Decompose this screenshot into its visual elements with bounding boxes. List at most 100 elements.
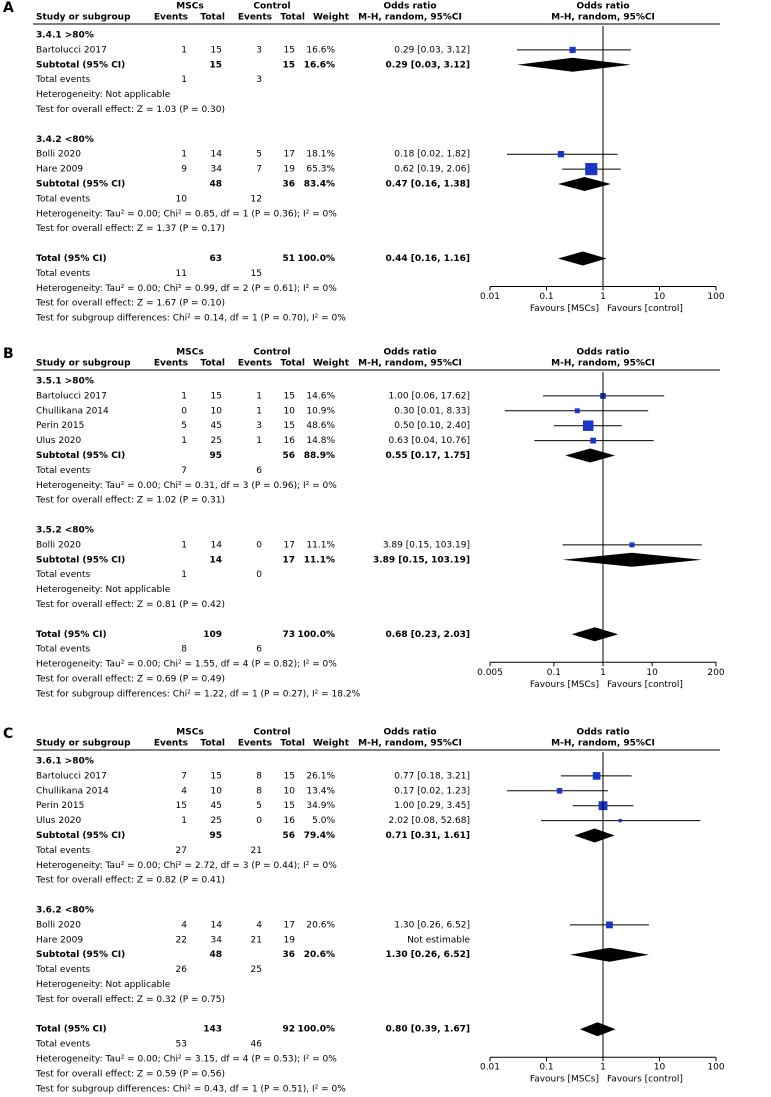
overall-effect: Test for overall effect: Z = 1.03 (P = 0…: [35, 105, 225, 115]
header: Control: [253, 2, 290, 12]
study-square: [606, 921, 613, 929]
x-tick-label: 200: [707, 668, 724, 678]
favours-right: Favours [control]: [607, 304, 683, 314]
cell: 34: [211, 935, 223, 945]
cell: 1: [256, 406, 262, 416]
cell: 34: [211, 165, 223, 175]
cell: 10: [211, 786, 223, 796]
study-square: [618, 818, 622, 823]
cell: 1: [181, 540, 187, 550]
events-label: Total events: [35, 1040, 91, 1050]
cell: 95: [209, 831, 222, 841]
x-tick-label: 100: [707, 292, 724, 302]
study-name: Bartolucci 2017: [36, 391, 107, 401]
header: Weight: [313, 739, 350, 749]
events-label: Total events: [35, 965, 91, 975]
cell: 17: [284, 540, 295, 550]
study-square: [557, 151, 565, 158]
subgroup-title: 3.6.1 >80%: [36, 757, 94, 767]
header: M-H, random, 95%CI: [358, 13, 462, 23]
header: Total: [280, 739, 305, 749]
header: Total: [200, 13, 225, 23]
heterogeneity: Heterogeneity: Tau² = 0.00; Chi² = 0.85,…: [36, 209, 337, 219]
cell: 11: [176, 269, 187, 279]
events-label: Total events: [35, 570, 91, 580]
subgroup-differences: Test for subgroup differences: Chi² = 0.…: [35, 314, 346, 324]
heterogeneity: Heterogeneity: Tau² = 0.00; Chi² = 1.55,…: [36, 660, 337, 670]
total-label: Total (95% CI): [36, 254, 107, 264]
cell: 10.9%: [306, 406, 335, 416]
header: M-H, random, 95%CI: [551, 359, 655, 369]
cell: 16: [284, 436, 296, 446]
study-name: Ulus 2020: [36, 436, 82, 446]
overall-effect: Test for overall effect: Z = 0.82 (P = 0…: [35, 876, 225, 886]
heterogeneity: Heterogeneity: Tau² = 0.00; Chi² = 3.15,…: [36, 1055, 337, 1065]
pooled-diamond: [569, 947, 650, 962]
events-label: Total events: [35, 269, 91, 279]
cell: 15: [282, 60, 295, 70]
cell: 15: [284, 45, 295, 55]
header: MSCs: [176, 348, 203, 358]
cell: 16: [284, 816, 296, 826]
cell: 5: [256, 150, 262, 160]
cell: 27: [176, 846, 187, 856]
cell: 36: [282, 180, 295, 190]
cell: 8: [181, 645, 187, 655]
overall-effect: Test for overall effect: Z = 0.81 (P = 0…: [35, 600, 225, 610]
header: Events: [238, 739, 272, 749]
cell: 25: [211, 816, 222, 826]
study-square: [590, 437, 597, 444]
cell: 20.6%: [306, 920, 335, 930]
pooled-diamond: [571, 627, 619, 642]
cell: 83.4%: [304, 180, 335, 190]
cell: 53: [176, 1040, 187, 1050]
heterogeneity: Heterogeneity: Tau² = 0.00; Chi² = 2.72,…: [36, 861, 337, 871]
cell: 0.18 [0.02, 1.82]: [394, 150, 470, 160]
subgroup-differences: Test for subgroup differences: Chi² = 1.…: [35, 689, 361, 699]
cell: 15: [251, 269, 262, 279]
cell: 15: [176, 801, 187, 811]
header: Weight: [313, 13, 350, 23]
subgroup-title: 3.5.1 >80%: [36, 377, 94, 387]
header: Events: [238, 13, 272, 23]
cell: 6: [256, 466, 262, 476]
cell: 26: [176, 965, 188, 975]
cell: 56: [282, 451, 295, 461]
header: MSCs: [176, 728, 203, 738]
header: Weight: [313, 359, 350, 369]
heterogeneity: Heterogeneity: Tau² = 0.00; Chi² = 0.99,…: [36, 284, 337, 294]
cell: 5: [181, 421, 187, 431]
cell: 1: [181, 436, 187, 446]
cell: 16.6%: [304, 60, 335, 70]
cell: 0.29 [0.03, 3.12]: [394, 45, 470, 55]
header: Odds ratio: [576, 348, 629, 358]
cell: 109: [203, 630, 222, 640]
header: Events: [238, 359, 272, 369]
cell: 15: [211, 45, 222, 55]
cell: 88.9%: [304, 451, 335, 461]
cell: 10: [284, 786, 296, 796]
cell: 19: [284, 935, 296, 945]
header: M-H, random, 95%CI: [358, 359, 462, 369]
header: M-H, random, 95%CI: [551, 739, 655, 749]
cell: 51: [282, 254, 295, 264]
subgroup-title: 3.5.2 <80%: [36, 526, 94, 536]
cell: 92: [282, 1025, 295, 1035]
cell: 17: [284, 150, 295, 160]
header: Control: [253, 728, 290, 738]
cell: 16.6%: [306, 45, 335, 55]
header: Events: [154, 359, 188, 369]
cell: 17: [282, 555, 295, 565]
panel-label: A: [3, 0, 14, 16]
heterogeneity: Heterogeneity: Not applicable: [36, 585, 171, 595]
subgroup-title: 3.6.2 <80%: [36, 906, 94, 916]
overall-effect: Test for overall effect: Z = 0.59 (P = 0…: [35, 1069, 225, 1079]
x-tick-label: 10: [646, 668, 658, 678]
study-name: Hare 2009: [36, 935, 83, 945]
cell: 5: [256, 801, 262, 811]
overall-effect: Test for overall effect: Z = 1.02 (P = 0…: [35, 496, 225, 506]
cell: 4: [256, 920, 262, 930]
header: M-H, random, 95%CI: [358, 739, 462, 749]
